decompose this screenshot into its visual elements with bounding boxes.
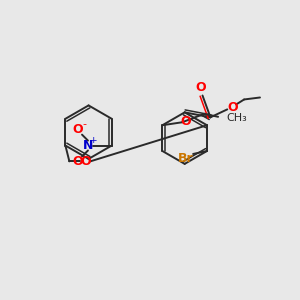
Text: O: O	[181, 115, 191, 128]
Text: CH₃: CH₃	[226, 113, 247, 123]
Text: O: O	[73, 123, 83, 136]
Text: N: N	[83, 139, 93, 152]
Text: +: +	[89, 136, 96, 145]
Text: O: O	[195, 81, 206, 94]
Text: O: O	[227, 101, 238, 114]
Text: -: -	[82, 119, 86, 129]
Text: O: O	[73, 155, 83, 168]
Text: Br: Br	[177, 152, 193, 165]
Text: O: O	[80, 155, 91, 168]
